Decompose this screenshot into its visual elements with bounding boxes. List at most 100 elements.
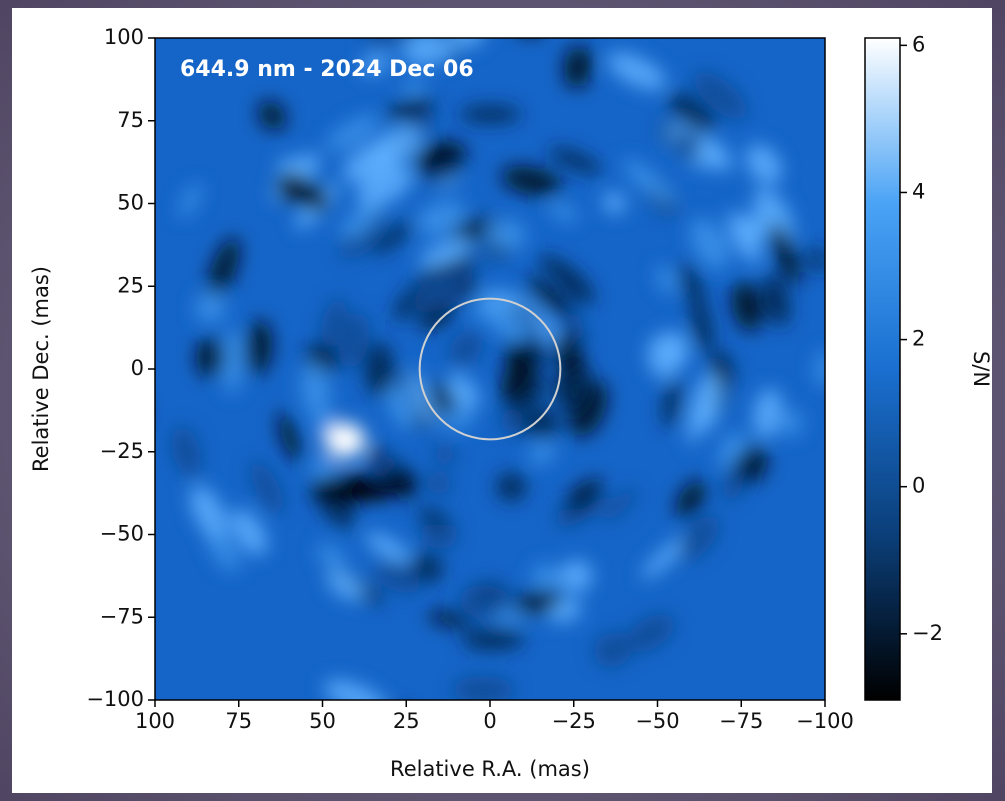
- texture-blob: [662, 379, 682, 428]
- texture-blob: [338, 312, 370, 369]
- texture-blob: [459, 585, 508, 618]
- texture-blob: [526, 278, 571, 316]
- texture-blob: [298, 182, 329, 212]
- texture-blob: [566, 479, 603, 510]
- texture-blob: [417, 508, 449, 527]
- y-tick-label: −50: [100, 522, 144, 546]
- texture-blob: [310, 475, 400, 501]
- texture-blob: [257, 100, 287, 131]
- texture-blob: [410, 553, 444, 583]
- texture-blob: [433, 444, 458, 465]
- x-tick-label: −50: [635, 709, 679, 733]
- texture-blob: [563, 68, 589, 88]
- texture-blob: [731, 281, 764, 332]
- texture-blob: [428, 611, 473, 627]
- texture-blob: [555, 331, 584, 378]
- texture-blob: [461, 628, 525, 651]
- x-tick-label: 50: [309, 709, 336, 733]
- texture-blob: [558, 560, 593, 593]
- texture-blob: [277, 412, 301, 463]
- texture-blob: [360, 53, 391, 74]
- texture-blob: [538, 255, 572, 280]
- y-tick-label: 25: [117, 273, 144, 297]
- texture-blob: [386, 381, 417, 430]
- texture-blob: [325, 114, 380, 151]
- texture-blob: [207, 237, 240, 300]
- annotation-circle: [418, 297, 562, 441]
- texture-blob: [207, 529, 240, 572]
- texture-blob: [448, 373, 480, 409]
- y-tick-label: 100: [104, 25, 144, 49]
- texture-blob: [626, 613, 675, 652]
- texture-blob: [727, 211, 762, 264]
- y-tick-label: −25: [100, 439, 144, 463]
- y-axis-label: Relative Dec. (mas): [29, 266, 53, 472]
- texture-blob: [195, 337, 225, 378]
- texture-blob: [340, 203, 380, 240]
- texture-blob: [413, 268, 473, 313]
- y-tick-label: −75: [100, 604, 144, 628]
- y-tick-label: 75: [117, 108, 144, 132]
- texture-blob: [814, 350, 825, 388]
- texture-blob: [421, 516, 458, 550]
- texture-blob: [753, 388, 783, 439]
- texture-blob: [679, 262, 705, 311]
- colorbar-label: S/N: [969, 351, 993, 387]
- texture-blob: [250, 460, 284, 514]
- colorbar-tick-label: 2: [912, 327, 925, 351]
- colorbar-tick-label: −2: [912, 621, 943, 645]
- texture-blob: [402, 38, 456, 66]
- colorbar-tick-label: 0: [912, 474, 925, 498]
- texture-blob: [367, 139, 399, 173]
- texture-blob: [547, 201, 579, 222]
- texture-blob: [663, 331, 689, 368]
- texture-blob: [607, 52, 667, 90]
- texture-blob: [326, 569, 365, 601]
- texture-blob: [325, 423, 365, 457]
- texture-blob: [501, 165, 563, 197]
- texture-blob: [357, 165, 414, 208]
- texture-blob: [745, 144, 782, 185]
- texture-blob: [593, 632, 632, 668]
- texture-blob: [675, 480, 706, 518]
- texture-blob: [602, 191, 626, 214]
- colorbar: [864, 37, 901, 701]
- texture-blob: [371, 221, 414, 255]
- x-tick-label: −25: [552, 709, 596, 733]
- texture-blob: [365, 532, 411, 563]
- texture-blob: [737, 444, 767, 484]
- texture-blob: [409, 369, 437, 426]
- texture-blob: [693, 71, 748, 120]
- texture-blob: [548, 147, 602, 174]
- texture-blob: [221, 328, 244, 394]
- texture-blob: [762, 274, 790, 327]
- texture-blob: [449, 331, 483, 366]
- texture-blob: [195, 291, 226, 324]
- texture-blob: [323, 680, 388, 700]
- texture-blob: [558, 493, 606, 528]
- texture-blob: [512, 590, 562, 615]
- texture-blob: [414, 140, 467, 174]
- texture-blob: [528, 441, 556, 465]
- texture-blob: [668, 92, 716, 133]
- texture-blob: [300, 361, 331, 419]
- texture-blob: [673, 131, 703, 161]
- texture-blob: [425, 472, 452, 495]
- texture-blob: [317, 543, 347, 571]
- texture-blob: [699, 137, 732, 172]
- texture-blob: [401, 79, 426, 97]
- texture-blob: [623, 159, 677, 206]
- texture-blob: [770, 222, 801, 285]
- texture-blob: [602, 488, 638, 522]
- x-tick-label: 0: [483, 709, 496, 733]
- texture-blob: [459, 105, 522, 124]
- texture-blob: [687, 381, 708, 446]
- texture-blob: [689, 218, 730, 270]
- x-tick-label: −100: [796, 709, 854, 733]
- texture-blob: [374, 561, 421, 594]
- texture-blob: [419, 253, 478, 284]
- texture-blob: [320, 297, 347, 346]
- texture-blob: [171, 426, 201, 477]
- image-area: [155, 38, 825, 700]
